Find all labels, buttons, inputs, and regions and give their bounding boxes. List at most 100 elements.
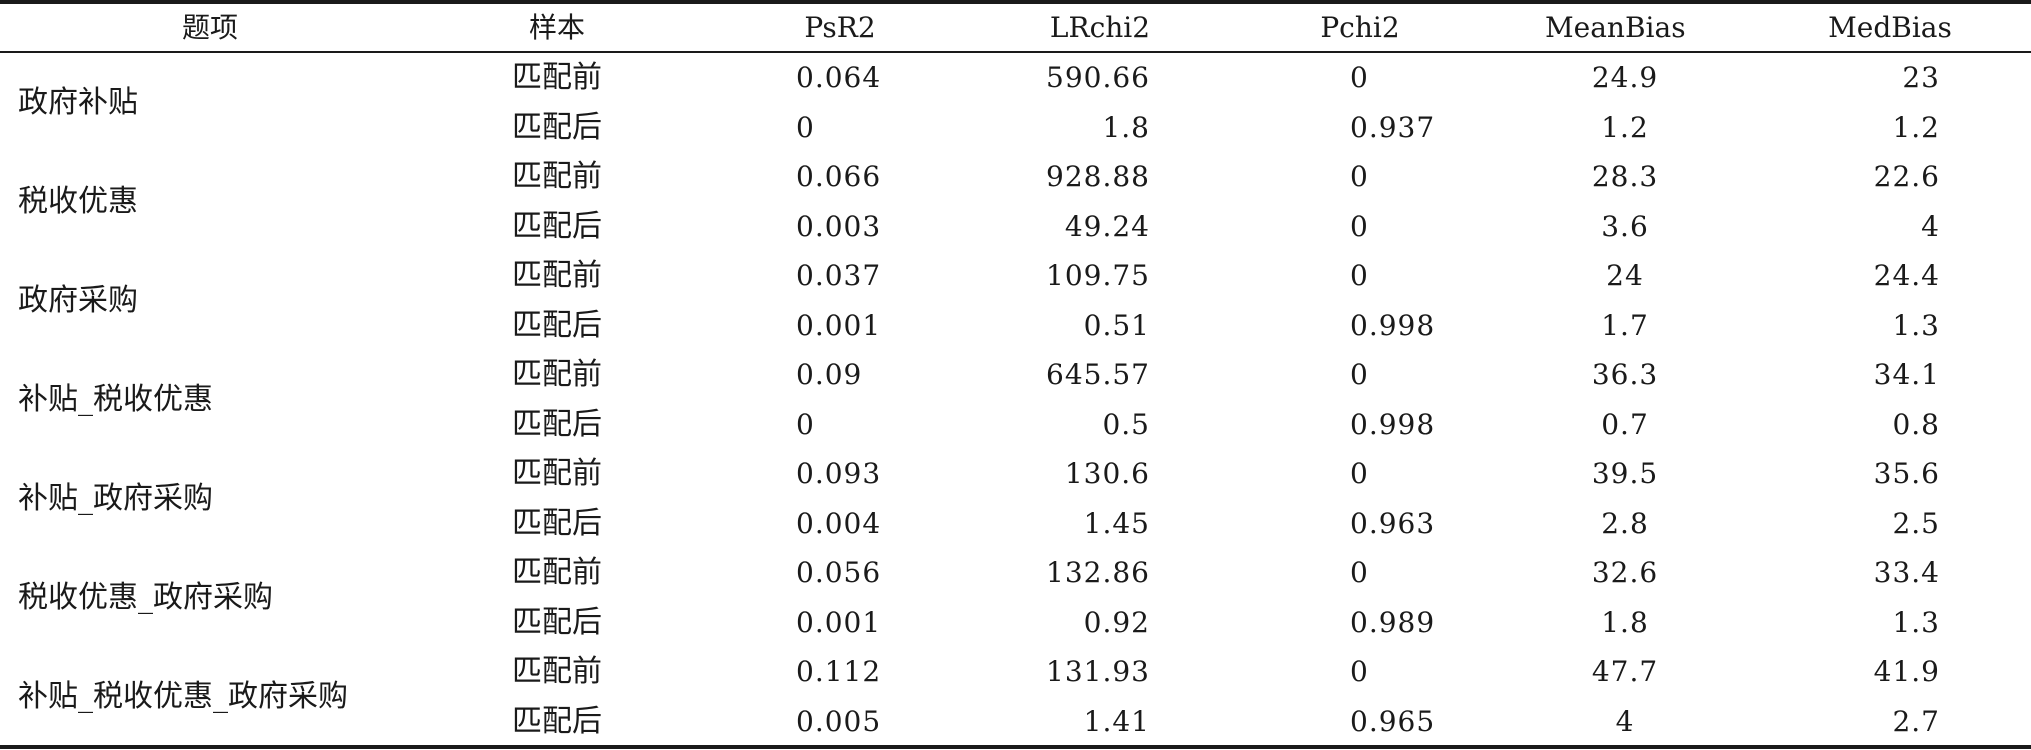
table-row: 匹配前 0.09 645.57 0 36.3 34.1 <box>0 350 2031 400</box>
cell-medbias: 0.8 <box>1892 407 1940 441</box>
cell-pchi2: 0.963 <box>1350 506 1436 540</box>
cell-medbias: 23 <box>1902 61 1940 94</box>
cell-sample: 匹配后 <box>512 505 602 541</box>
cell-pchi2: 0.989 <box>1350 605 1436 639</box>
cell-lrchi2: 49.24 <box>1064 209 1150 243</box>
item-label: 补贴_政府采购 <box>18 481 213 516</box>
cell-pchi2: 0 <box>1350 160 1369 193</box>
cell-meanbias: 24.9 <box>1591 61 1659 94</box>
table-row: 匹配前 0.066 928.88 0 28.3 22.6 <box>0 152 2031 202</box>
cell-pchi2: 0 <box>1350 259 1369 292</box>
cell-psr2: 0.056 <box>796 556 882 589</box>
cell-lrchi2: 109.75 <box>1046 259 1150 292</box>
cell-meanbias: 4 <box>1615 704 1635 738</box>
cell-pchi2: 0 <box>1350 61 1369 94</box>
cell-lrchi2: 0.51 <box>1083 308 1150 342</box>
header-medbias: MedBias <box>1828 11 1952 44</box>
cell-meanbias: 28.3 <box>1591 160 1659 193</box>
table-row: 匹配后 0.005 1.41 0.965 4 2.7 <box>0 697 2031 747</box>
table-row: 匹配前 0.056 132.86 0 32.6 33.4 <box>0 548 2031 598</box>
cell-meanbias: 1.8 <box>1601 605 1649 639</box>
header-lrchi2: LRchi2 <box>1049 11 1151 44</box>
table-row: 匹配前 0.112 131.93 0 47.7 41.9 <box>0 647 2031 697</box>
cell-medbias: 41.9 <box>1873 655 1940 688</box>
cell-psr2: 0.093 <box>796 457 882 490</box>
cell-medbias: 2.5 <box>1892 506 1940 540</box>
cell-psr2: 0.037 <box>796 259 882 292</box>
cell-psr2: 0.001 <box>796 605 882 639</box>
cell-pchi2: 0.998 <box>1350 407 1436 441</box>
cell-psr2: 0.066 <box>796 160 882 193</box>
cell-medbias: 22.6 <box>1873 160 1940 193</box>
cell-sample: 匹配后 <box>512 109 602 145</box>
cell-lrchi2: 928.88 <box>1046 160 1150 193</box>
cell-sample: 匹配前 <box>512 357 602 392</box>
cell-lrchi2: 0.92 <box>1083 605 1150 639</box>
table-row-group: 税收优惠 匹配前 0.066 928.88 0 28.3 22.6 匹配后 0.003 49.24… <box>0 152 2031 251</box>
item-label: 税收优惠 <box>18 184 138 219</box>
item-label: 补贴_税收优惠_政府采购 <box>18 679 348 714</box>
table-row: 匹配前 0.037 109.75 0 24 24.4 <box>0 251 2031 301</box>
item-label: 政府补贴 <box>18 85 138 120</box>
table-row-group: 政府采购 匹配前 0.037 109.75 0 24 24.4 匹配后 0.001 0.51 0.9… <box>0 251 2031 350</box>
table-row-group: 补贴_税收优惠_政府采购 匹配前 0.112 131.93 0 47.7 41.9 匹配后 0.… <box>0 647 2031 746</box>
cell-medbias: 2.7 <box>1892 704 1940 738</box>
cell-pchi2: 0.965 <box>1350 704 1436 738</box>
cell-sample: 匹配前 <box>512 654 602 689</box>
cell-sample: 匹配前 <box>512 555 602 590</box>
cell-lrchi2: 590.66 <box>1046 61 1150 94</box>
cell-sample: 匹配后 <box>512 406 602 442</box>
cell-meanbias: 24 <box>1606 259 1644 292</box>
table-header-row: 题项 样本 PsR2 LRchi2 Pchi2 MeanBias MedBias <box>0 4 2031 51</box>
header-pchi2: Pchi2 <box>1320 11 1400 44</box>
cell-meanbias: 39.5 <box>1591 457 1659 490</box>
cell-pchi2: 0 <box>1350 457 1369 490</box>
cell-pchi2: 0 <box>1350 209 1369 243</box>
cell-medbias: 34.1 <box>1873 358 1940 391</box>
cell-sample: 匹配后 <box>512 307 602 343</box>
cell-pchi2: 0 <box>1350 358 1369 391</box>
cell-lrchi2: 645.57 <box>1046 358 1150 391</box>
table-row: 匹配后 0 1.8 0.937 1.2 1.2 <box>0 103 2031 153</box>
table-row: 匹配后 0.003 49.24 0 3.6 4 <box>0 202 2031 252</box>
cell-medbias: 1.2 <box>1892 110 1940 144</box>
cell-lrchi2: 0.5 <box>1102 407 1150 441</box>
cell-meanbias: 1.2 <box>1601 110 1649 144</box>
cell-sample: 匹配后 <box>512 208 602 244</box>
table-header-rule <box>0 51 2031 53</box>
cell-meanbias: 47.7 <box>1591 655 1659 688</box>
item-label: 税收优惠_政府采购 <box>18 580 273 615</box>
header-sample: 样本 <box>528 11 585 44</box>
item-label: 政府采购 <box>18 283 138 318</box>
cell-medbias: 1.3 <box>1892 605 1940 639</box>
item-label: 补贴_税收优惠 <box>18 382 213 417</box>
table-body: 政府补贴 匹配前 0.064 590.66 0 24.9 23 匹配后 0 1.8 0.937 1.2… <box>0 53 2031 745</box>
table-row: 匹配后 0 0.5 0.998 0.7 0.8 <box>0 400 2031 450</box>
cell-meanbias: 0.7 <box>1601 407 1649 441</box>
header-meanbias: MeanBias <box>1545 11 1686 44</box>
cell-meanbias: 2.8 <box>1601 506 1649 540</box>
cell-sample: 匹配后 <box>512 604 602 640</box>
cell-sample: 匹配后 <box>512 703 602 739</box>
cell-medbias: 24.4 <box>1873 259 1940 292</box>
header-psr2: PsR2 <box>804 11 876 44</box>
table-row: 匹配前 0.093 130.6 0 39.5 35.6 <box>0 449 2031 499</box>
table-row-group: 政府补贴 匹配前 0.064 590.66 0 24.9 23 匹配后 0 1.8 0.937 1.2… <box>0 53 2031 152</box>
cell-meanbias: 36.3 <box>1591 358 1659 391</box>
cell-lrchi2: 1.45 <box>1083 506 1150 540</box>
cell-pchi2: 0.937 <box>1350 110 1436 144</box>
cell-lrchi2: 131.93 <box>1046 655 1150 688</box>
cell-meanbias: 32.6 <box>1591 556 1659 589</box>
table-top-rule <box>0 0 2031 4</box>
table-row-group: 补贴_税收优惠 匹配前 0.09 645.57 0 36.3 34.1 匹配后 0 0.5 0.99… <box>0 350 2031 449</box>
cell-medbias: 4 <box>1921 209 1940 243</box>
cell-lrchi2: 1.41 <box>1083 704 1150 738</box>
cell-sample: 匹配前 <box>512 159 602 194</box>
cell-meanbias: 1.7 <box>1601 308 1649 342</box>
cell-sample: 匹配前 <box>512 258 602 293</box>
cell-psr2: 0 <box>796 407 815 441</box>
cell-pchi2: 0.998 <box>1350 308 1436 342</box>
table-bottom-rule <box>0 745 2031 749</box>
cell-sample: 匹配前 <box>512 456 602 491</box>
